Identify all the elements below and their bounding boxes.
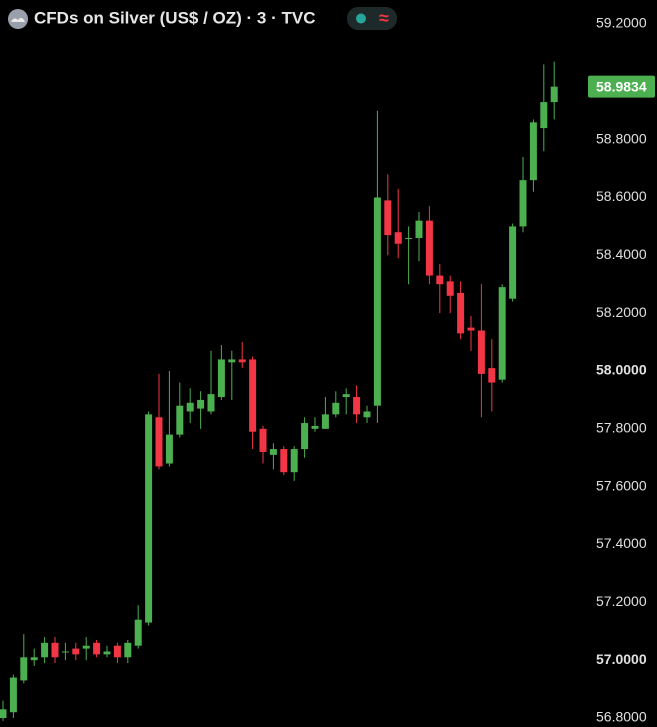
candle-body: [457, 292, 465, 334]
candle-body: [124, 642, 132, 658]
candle-body: [134, 619, 142, 646]
candle-body: [519, 180, 527, 227]
y-tick-label: 58.6000: [596, 188, 647, 204]
candle-body: [41, 642, 49, 658]
candle-body: [384, 200, 392, 236]
candle-body: [9, 677, 17, 713]
y-tick-label: 59.2000: [596, 15, 647, 31]
status-pill: [347, 7, 397, 30]
candle-body: [61, 651, 69, 653]
symbol-icon-glyph: [11, 17, 25, 22]
candle-body: [446, 281, 454, 296]
candle-body: [477, 330, 485, 374]
candle-body: [197, 399, 205, 409]
candle-body: [0, 709, 7, 718]
candle-body: [93, 642, 101, 655]
candle-body: [436, 275, 444, 285]
candle-body: [155, 417, 163, 467]
candle-body: [467, 327, 475, 331]
candle-body: [301, 423, 309, 450]
candle-body: [72, 648, 80, 655]
candle-body: [342, 394, 350, 398]
candle-body: [186, 402, 194, 412]
candle-body: [145, 414, 153, 623]
candle-body: [540, 102, 548, 129]
candle-body: [82, 645, 90, 649]
candle-body: [269, 449, 277, 455]
y-tick-label: 57.4000: [596, 535, 647, 551]
candle-body: [249, 359, 257, 432]
candle-body: [103, 651, 111, 655]
y-tick-label: 57.8000: [596, 420, 647, 436]
candle-body: [394, 232, 402, 244]
y-tick-label: 58.2000: [596, 304, 647, 320]
y-tick-label: 57.0000: [596, 651, 647, 667]
candle-body: [228, 359, 236, 363]
candle-body: [176, 405, 184, 435]
candle-body: [20, 657, 28, 681]
candle-body: [113, 645, 121, 658]
candle-body: [165, 434, 173, 464]
candle-body: [311, 425, 319, 429]
candle-body: [238, 359, 246, 363]
y-tick-label: 58.0000: [596, 362, 647, 378]
candle-body: [550, 86, 558, 103]
candle-body: [353, 397, 361, 415]
status-dot: [356, 13, 366, 24]
candle-body: [207, 394, 215, 412]
candle-body: [529, 122, 537, 181]
y-tick-label: 58.4000: [596, 246, 647, 262]
status-icon: ≈: [379, 8, 389, 28]
y-tick-label: 58.8000: [596, 130, 647, 146]
candle-body: [259, 428, 267, 452]
symbol-icon: [8, 9, 28, 29]
last-price-box: [588, 75, 655, 98]
candle-body: [321, 414, 329, 429]
candle-body: [332, 402, 340, 415]
candle-body: [30, 657, 38, 661]
candle-body: [373, 197, 381, 406]
candle-body: [290, 449, 298, 473]
last-price-label: 58.9834: [596, 78, 647, 94]
candle-body: [488, 368, 496, 383]
candle-body: [51, 642, 59, 658]
candle-body: [363, 411, 371, 418]
candle-body: [425, 220, 433, 276]
y-tick-label: 57.6000: [596, 477, 647, 493]
candle-body: [415, 220, 423, 238]
candle-body: [509, 226, 517, 299]
candle-body: [217, 359, 225, 398]
candle-body: [405, 237, 413, 239]
y-tick-label: 56.8000: [596, 709, 647, 725]
chart-title: CFDs on Silver (US$ / OZ) · 3 · TVC: [34, 8, 315, 27]
candle-body: [498, 287, 506, 380]
candle-body: [280, 449, 288, 473]
y-tick-label: 57.2000: [596, 593, 647, 609]
